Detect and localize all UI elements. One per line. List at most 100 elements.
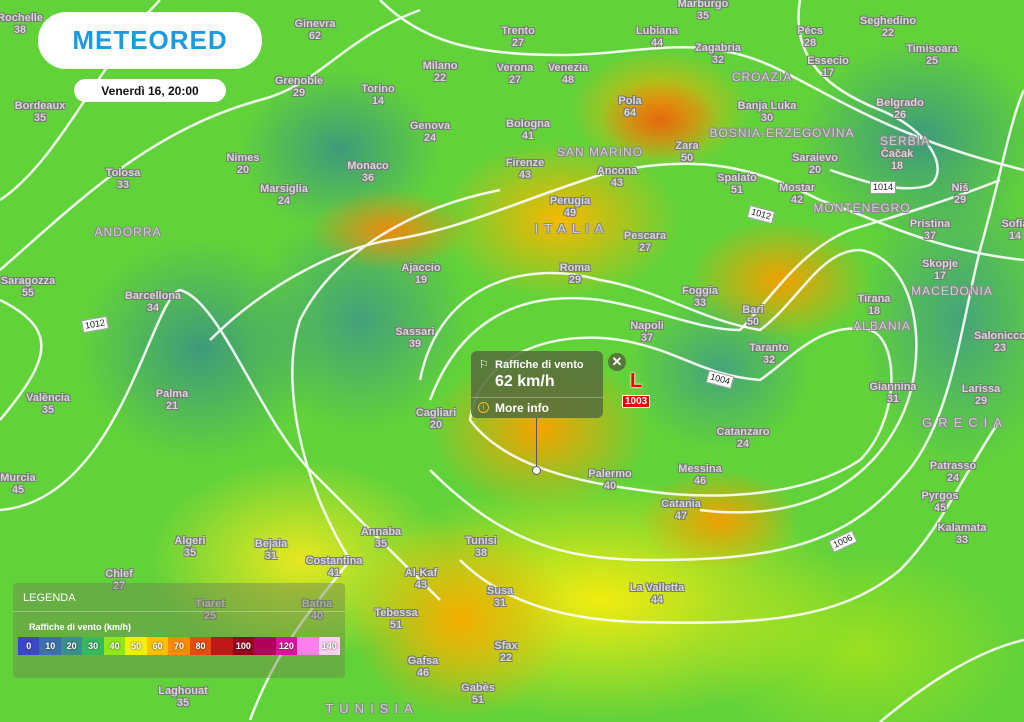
city-label[interactable]: Napoli 37 <box>630 320 664 344</box>
city-label[interactable]: Pyrgos 45 <box>921 490 958 514</box>
city-label[interactable]: Giannina 31 <box>869 381 916 405</box>
city-gust-value: 24 <box>277 195 291 207</box>
legend[interactable]: LEGENDA Raffiche di vento (km/h) 0 10 20 30… <box>13 583 345 678</box>
city-label[interactable]: Ajaccio 19 <box>401 262 440 286</box>
city-label[interactable]: València 35 <box>26 392 70 416</box>
city-label[interactable]: Zara 50 <box>675 140 698 164</box>
city-label[interactable]: Essecio 17 <box>807 55 849 79</box>
city-label[interactable]: Pristina 37 <box>910 218 950 242</box>
city-label[interactable]: Skopje 17 <box>922 258 958 282</box>
country-label: ALBANIA <box>853 319 911 333</box>
city-label[interactable]: Tiaret 25 <box>195 598 225 622</box>
city-label[interactable]: Lubiana 44 <box>636 25 678 49</box>
city-label[interactable]: Patrasso 24 <box>930 460 976 484</box>
city-label[interactable]: Tolosa 33 <box>106 167 141 191</box>
city-label[interactable]: Seghedino 22 <box>860 15 916 39</box>
forecast-datetime[interactable]: Venerdì 16, 20:00 <box>74 79 226 102</box>
city-label[interactable]: Susa 31 <box>487 585 513 609</box>
city-label[interactable]: Banja Luka 30 <box>738 100 797 124</box>
city-label[interactable]: Bari 50 <box>742 304 763 328</box>
popup-pointer-line <box>536 418 537 470</box>
city-label[interactable]: Milano 22 <box>423 60 458 84</box>
city-label[interactable]: Niš 29 <box>951 182 968 206</box>
country-label: GRECIA <box>922 415 1008 430</box>
legend-swatch: 140 <box>318 637 341 655</box>
city-label[interactable]: Gabès 51 <box>461 682 495 706</box>
city-name: Catanzaro <box>716 426 770 438</box>
city-label[interactable]: Pescara 27 <box>624 230 666 254</box>
city-label[interactable]: Belgrado 26 <box>876 97 924 121</box>
legend-swatch: 70 <box>168 637 190 655</box>
city-label[interactable]: Venezia 48 <box>548 62 588 86</box>
city-label[interactable]: Chlef 27 <box>105 568 133 592</box>
city-label[interactable]: Pola 64 <box>618 95 641 119</box>
city-label[interactable]: Foggia 33 <box>682 285 718 309</box>
close-icon[interactable]: ✕ <box>608 353 626 371</box>
city-label[interactable]: Al-Kaf 43 <box>405 567 437 591</box>
city-label[interactable]: Rochelle 38 <box>0 12 43 36</box>
city-name: Taranto <box>749 342 789 354</box>
city-label[interactable]: Murcia 45 <box>0 472 35 496</box>
city-label[interactable]: Perugia 49 <box>550 195 590 219</box>
city-label[interactable]: Bordeaux 35 <box>15 100 66 124</box>
city-label[interactable]: Gafsa 46 <box>408 655 439 679</box>
city-label[interactable]: Palma 21 <box>156 388 188 412</box>
city-label[interactable]: Tebessa 51 <box>374 607 417 631</box>
meteored-logo[interactable]: METEORED <box>38 12 262 69</box>
legend-swatch: 80 <box>189 637 212 655</box>
city-label[interactable]: Sfax 22 <box>494 640 517 664</box>
city-label[interactable]: Bologna 41 <box>506 118 550 142</box>
city-label[interactable]: Marsiglia 24 <box>260 183 308 207</box>
city-label[interactable]: Taranto 32 <box>749 342 789 366</box>
city-label[interactable]: Monaco 36 <box>347 160 389 184</box>
country-label: CROAZIA <box>731 70 793 84</box>
city-label[interactable]: Algeri 35 <box>174 535 205 559</box>
city-label[interactable]: Bejaia 31 <box>255 538 287 562</box>
city-label[interactable]: Messina 46 <box>678 463 721 487</box>
city-label[interactable]: Cagliari 20 <box>416 407 456 431</box>
city-name: Algeri <box>174 535 206 547</box>
city-label[interactable]: Spalato 51 <box>717 172 757 196</box>
city-label[interactable]: Zagabria 32 <box>695 42 741 66</box>
city-label[interactable]: Marburgo 35 <box>678 0 729 22</box>
logo-text: METEORED <box>72 25 228 55</box>
city-label[interactable]: Salonicco 23 <box>974 330 1024 354</box>
city-label[interactable]: Catanzaro 24 <box>716 426 769 450</box>
city-label[interactable]: Trento 27 <box>501 25 535 49</box>
city-label[interactable]: Ancona 43 <box>597 165 637 189</box>
city-label[interactable]: Sofia14 <box>1002 218 1024 242</box>
city-label[interactable]: Genova 24 <box>410 120 450 144</box>
city-label[interactable]: Catania 47 <box>661 498 701 522</box>
city-label[interactable]: La Valletta 44 <box>630 582 684 606</box>
city-label[interactable]: Torino 14 <box>361 83 394 107</box>
more-info-link[interactable]: More info <box>495 401 549 415</box>
city-label[interactable]: Tunisi 38 <box>465 535 497 559</box>
city-gust-value: 42 <box>790 194 804 206</box>
city-name: Trento <box>501 25 535 37</box>
city-gust-value: 18 <box>890 160 904 172</box>
city-label[interactable]: Ginevra 62 <box>295 18 336 42</box>
city-label[interactable]: Larissa 29 <box>962 383 1001 407</box>
city-label[interactable]: Čačak 18 <box>881 148 913 172</box>
city-label[interactable]: Grenoble 29 <box>275 75 323 99</box>
city-name: Milano <box>422 60 458 72</box>
city-label[interactable]: Batna 40 <box>302 598 333 622</box>
city-label[interactable]: Nimes 20 <box>226 152 259 176</box>
city-label[interactable]: Palermo 40 <box>588 468 631 492</box>
city-label[interactable]: Timisoara 25 <box>906 43 958 67</box>
city-label[interactable]: Pécs 28 <box>797 25 823 49</box>
city-label[interactable]: Verona 27 <box>497 62 534 86</box>
city-label[interactable]: Barcellona 34 <box>125 290 181 314</box>
location-pin[interactable] <box>532 466 541 475</box>
city-label[interactable]: Costantina 41 <box>306 555 363 579</box>
city-label[interactable]: Sassari 39 <box>395 326 434 350</box>
city-label[interactable]: Firenze 43 <box>506 157 545 181</box>
city-label[interactable]: Roma 29 <box>560 262 591 286</box>
city-label[interactable]: Mostar 42 <box>779 182 815 206</box>
city-label[interactable]: Saraievo 20 <box>792 152 838 176</box>
city-label[interactable]: Tirana 18 <box>858 293 891 317</box>
city-label[interactable]: Annaba 35 <box>361 526 401 550</box>
city-label[interactable]: Kalamata 33 <box>938 522 987 546</box>
city-label[interactable]: Laghouat 35 <box>158 685 208 709</box>
city-label[interactable]: Saragozza 55 <box>1 275 55 299</box>
